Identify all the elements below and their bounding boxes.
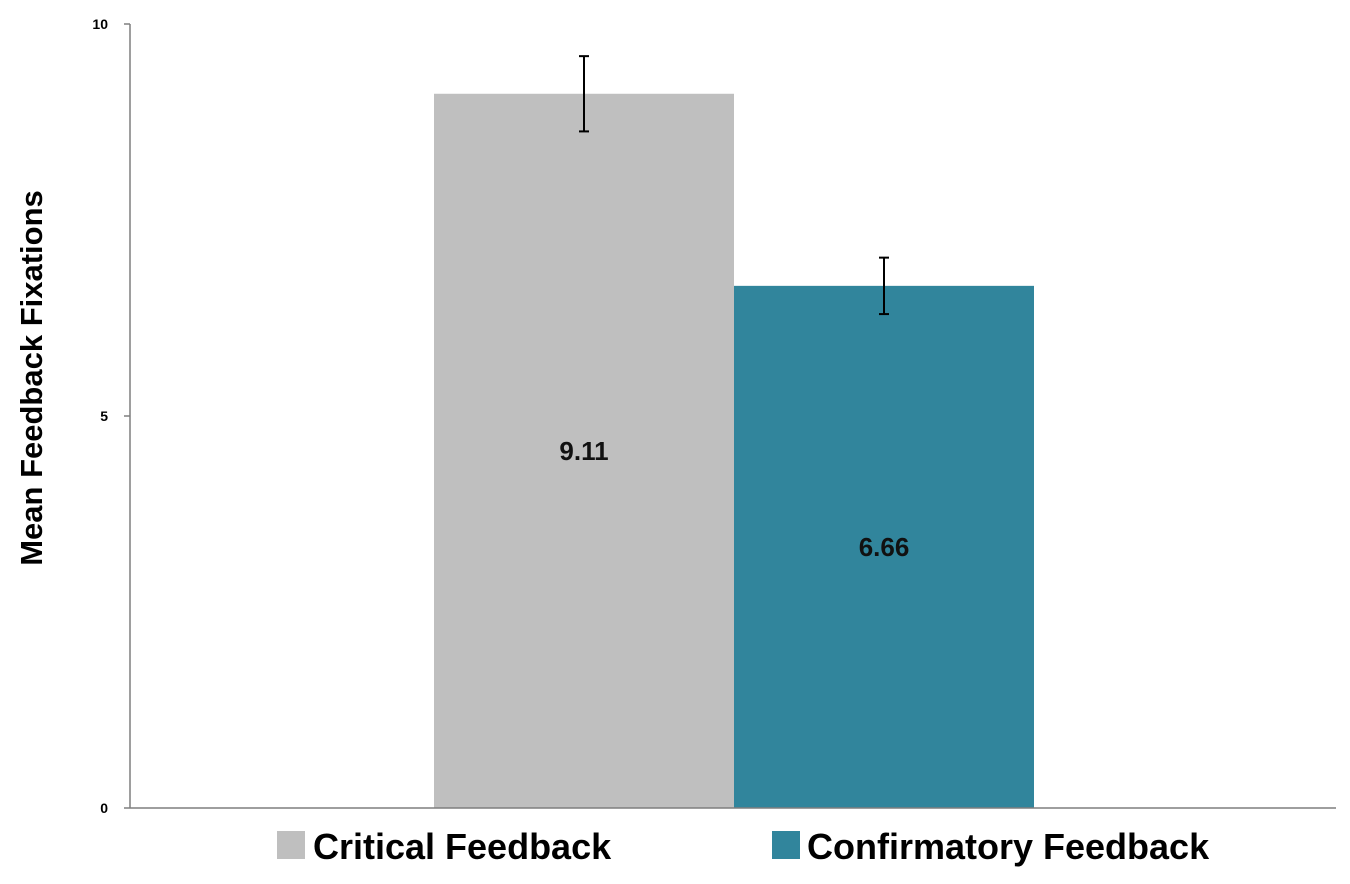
data-label: 9.11 bbox=[559, 436, 608, 466]
legend-swatch bbox=[277, 831, 305, 859]
y-axis-title: Mean Feedback Fixations bbox=[14, 190, 49, 566]
y-tick-label: 10 bbox=[92, 16, 108, 32]
y-tick-label: 0 bbox=[100, 800, 108, 816]
y-axis-ticks: 0 5 10 bbox=[92, 16, 130, 816]
legend: Critical Feedback Confirmatory Feedback bbox=[277, 826, 1210, 867]
legend-label: Critical Feedback bbox=[313, 826, 612, 867]
data-label: 6.66 bbox=[859, 532, 910, 562]
bar-confirmatory-feedback bbox=[734, 285, 1034, 809]
y-tick-label: 5 bbox=[100, 408, 108, 424]
plot-area: 9.11 6.66 bbox=[434, 55, 1034, 809]
legend-swatch bbox=[772, 831, 800, 859]
legend-label: Confirmatory Feedback bbox=[807, 826, 1210, 867]
bar-critical-feedback bbox=[434, 93, 734, 808]
